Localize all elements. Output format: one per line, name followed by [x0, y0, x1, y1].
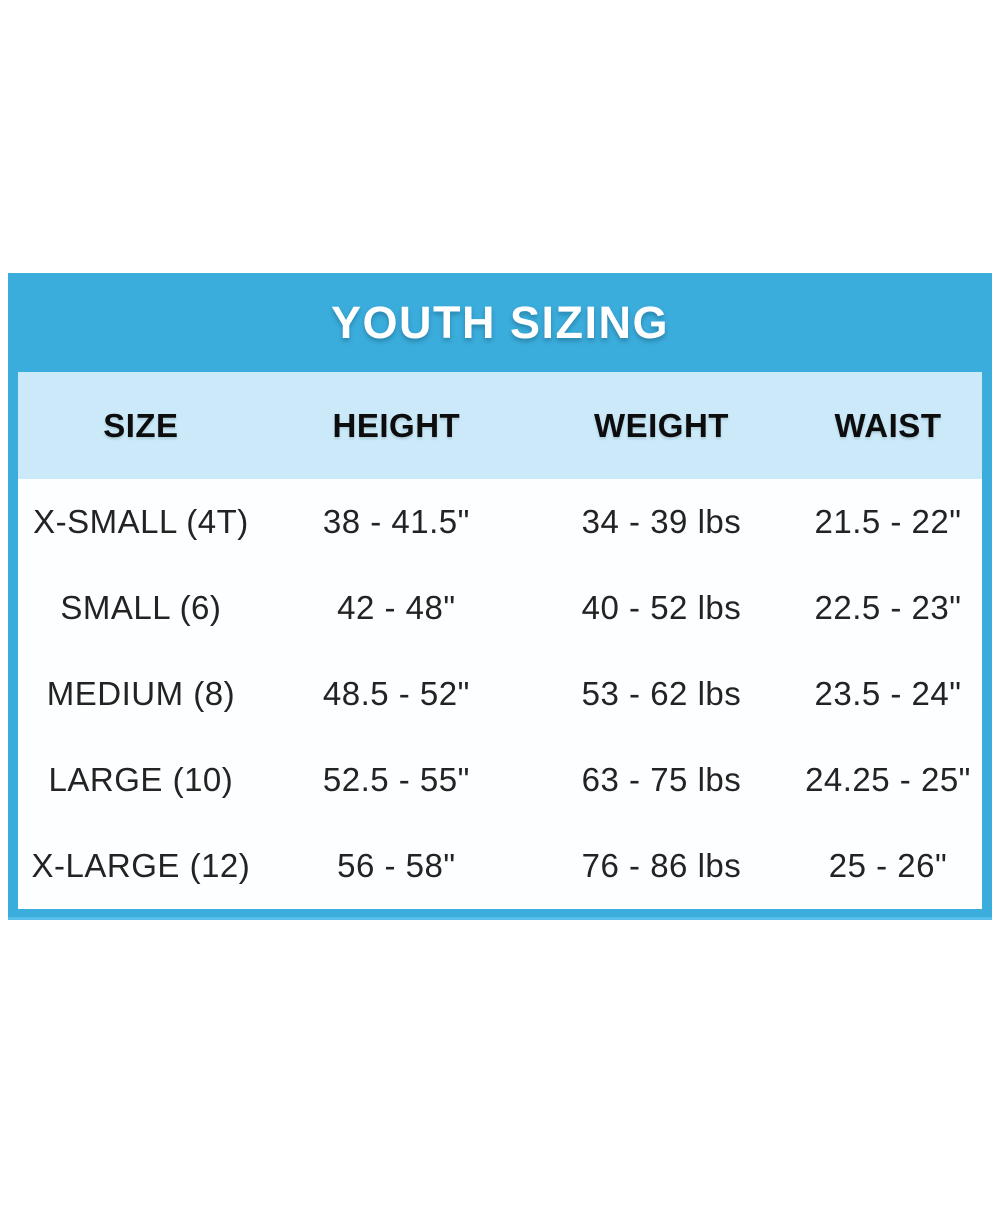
cell-size: MEDIUM (8) — [46, 675, 236, 712]
cell-size: LARGE (10) — [48, 761, 234, 798]
cell-weight: 63 - 75 lbs — [581, 761, 742, 798]
table-title: YOUTH SIZING — [330, 296, 669, 348]
column-header-weight: WEIGHT — [593, 406, 729, 444]
table-row: X-LARGE (12) 56 - 58" 76 - 86 lbs 25 - 2… — [18, 823, 982, 909]
cell-size: X-SMALL (4T) — [33, 503, 249, 540]
table-row: X-SMALL (4T) 38 - 41.5" 34 - 39 lbs 21.5… — [18, 479, 982, 565]
column-header-waist: WAIST — [834, 406, 942, 444]
column-header-size: SIZE — [103, 406, 179, 444]
cell-waist: 24.25 - 25" — [805, 761, 971, 798]
cell-height: 56 - 58" — [337, 847, 456, 884]
column-header-height: HEIGHT — [332, 406, 461, 444]
table-row: MEDIUM (8) 48.5 - 52" 53 - 62 lbs 23.5 -… — [18, 651, 982, 737]
table-title-banner: YOUTH SIZING — [18, 273, 982, 372]
cell-height: 42 - 48" — [337, 589, 456, 626]
table-row: SMALL (6) 42 - 48" 40 - 52 lbs 22.5 - 23… — [18, 565, 982, 651]
cell-waist: 23.5 - 24" — [814, 675, 962, 712]
cell-weight: 76 - 86 lbs — [581, 847, 742, 884]
cell-height: 48.5 - 52" — [322, 675, 470, 712]
cell-height: 38 - 41.5" — [322, 503, 470, 540]
cell-waist: 25 - 26" — [828, 847, 948, 884]
table-row: LARGE (10) 52.5 - 55" 63 - 75 lbs 24.25 … — [18, 737, 982, 823]
cell-weight: 53 - 62 lbs — [581, 675, 742, 712]
cell-weight: 34 - 39 lbs — [581, 503, 742, 540]
cell-height: 52.5 - 55" — [322, 761, 470, 798]
cell-size: SMALL (6) — [60, 589, 222, 626]
cell-waist: 21.5 - 22" — [814, 503, 962, 540]
table-body: X-SMALL (4T) 38 - 41.5" 34 - 39 lbs 21.5… — [18, 479, 982, 909]
cell-size: X-LARGE (12) — [31, 847, 251, 884]
cell-weight: 40 - 52 lbs — [581, 589, 742, 626]
youth-sizing-table: YOUTH SIZING SIZE HEIGHT WEIGHT WAIST X-… — [8, 273, 992, 920]
table-header-row: SIZE HEIGHT WEIGHT WAIST — [18, 372, 982, 479]
cell-waist: 22.5 - 23" — [814, 589, 962, 626]
